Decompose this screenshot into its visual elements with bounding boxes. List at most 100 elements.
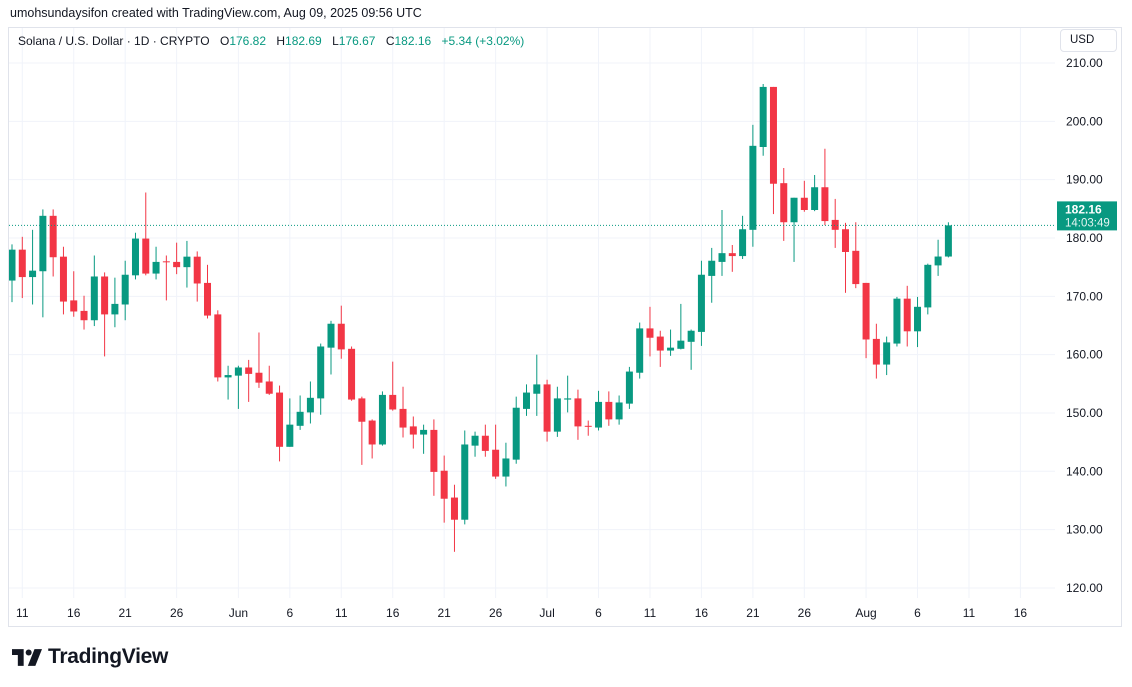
candle-up[interactable]: [615, 395, 623, 425]
candle-up[interactable]: [553, 386, 561, 437]
candle-down[interactable]: [780, 167, 788, 241]
candle-down[interactable]: [214, 310, 222, 382]
candle-down[interactable]: [337, 305, 345, 359]
candle-up[interactable]: [759, 83, 767, 156]
candle-up[interactable]: [183, 240, 191, 288]
candle-up[interactable]: [708, 247, 716, 303]
price-tick-label: 170.00: [1066, 289, 1103, 303]
candle-down[interactable]: [70, 271, 78, 317]
candle-down[interactable]: [265, 365, 273, 395]
candle-up[interactable]: [811, 174, 819, 212]
candle-up[interactable]: [533, 354, 541, 416]
candle-up[interactable]: [636, 322, 644, 379]
candle-down[interactable]: [584, 420, 592, 436]
candle-up[interactable]: [502, 442, 510, 487]
candle-down[interactable]: [348, 346, 356, 401]
candle-down[interactable]: [80, 295, 88, 330]
candle-down[interactable]: [358, 396, 366, 465]
candle-up[interactable]: [739, 215, 747, 259]
candle-up[interactable]: [317, 343, 325, 415]
candle-up[interactable]: [718, 209, 726, 276]
candle-down[interactable]: [255, 332, 263, 388]
candle-up[interactable]: [512, 396, 520, 464]
candle-up[interactable]: [378, 391, 386, 446]
candle-down[interactable]: [574, 389, 582, 440]
candle-down[interactable]: [852, 222, 860, 289]
candle-down[interactable]: [646, 306, 654, 357]
currency-button[interactable]: USD: [1060, 29, 1117, 52]
chart-pane[interactable]: [8, 27, 1122, 627]
candle-up[interactable]: [420, 424, 428, 454]
candle-up[interactable]: [461, 430, 469, 525]
candle-down[interactable]: [862, 282, 870, 359]
candle-up[interactable]: [944, 222, 952, 258]
candle-down[interactable]: [101, 272, 109, 357]
candle-down[interactable]: [440, 455, 448, 523]
candle-up[interactable]: [29, 229, 37, 305]
candle-down[interactable]: [656, 330, 664, 367]
candle-down[interactable]: [543, 379, 551, 442]
candle-down[interactable]: [841, 222, 849, 293]
candle-down[interactable]: [193, 251, 201, 302]
candle-down[interactable]: [872, 323, 880, 379]
candle-up[interactable]: [883, 336, 891, 376]
candle-down[interactable]: [492, 424, 500, 479]
candle-down[interactable]: [800, 180, 808, 212]
candle-down[interactable]: [204, 264, 212, 319]
candle-up[interactable]: [625, 366, 633, 409]
candle-down[interactable]: [831, 198, 839, 248]
candle-up[interactable]: [687, 329, 695, 370]
candle-up[interactable]: [914, 296, 922, 348]
candle-down[interactable]: [18, 236, 26, 299]
candle-up[interactable]: [934, 239, 942, 276]
candle-up[interactable]: [327, 320, 335, 375]
candle-up[interactable]: [471, 431, 479, 457]
candle-down[interactable]: [59, 246, 67, 315]
candle-up[interactable]: [131, 232, 139, 280]
candle-down[interactable]: [821, 148, 829, 226]
candle-up[interactable]: [523, 384, 530, 416]
candle-up[interactable]: [667, 329, 675, 356]
candle-up[interactable]: [677, 303, 685, 350]
candle-up[interactable]: [893, 296, 901, 347]
candle-down[interactable]: [903, 285, 911, 347]
candle-up[interactable]: [9, 244, 16, 303]
candle-down[interactable]: [605, 391, 613, 426]
candle-up[interactable]: [564, 375, 572, 413]
candle-down[interactable]: [49, 209, 57, 277]
candle-down[interactable]: [368, 419, 376, 459]
candle-body: [399, 408, 407, 428]
candle-up[interactable]: [595, 390, 603, 431]
candle-down[interactable]: [399, 386, 407, 438]
candle-down[interactable]: [450, 484, 458, 552]
candle-up[interactable]: [749, 124, 757, 247]
candle-up[interactable]: [697, 260, 705, 346]
candle-up[interactable]: [924, 263, 932, 315]
candle-up[interactable]: [39, 209, 47, 318]
candle-down[interactable]: [430, 419, 438, 496]
candle-up[interactable]: [152, 246, 160, 280]
candle-down[interactable]: [245, 359, 253, 402]
candle-down[interactable]: [276, 385, 284, 462]
candle-down[interactable]: [162, 255, 170, 301]
candle-down[interactable]: [769, 86, 777, 215]
price-axis[interactable]: 120.00 130.00 140.00 150.00 160.00 170.00 180.…: [1057, 56, 1117, 595]
candle-up[interactable]: [790, 197, 798, 262]
candle-up[interactable]: [296, 395, 304, 430]
candle-down[interactable]: [389, 361, 397, 411]
candle-down[interactable]: [481, 424, 489, 457]
candle-down[interactable]: [173, 242, 181, 275]
candle-up[interactable]: [111, 277, 119, 328]
candle-up[interactable]: [90, 255, 98, 327]
candle-up[interactable]: [234, 365, 242, 409]
candle-up[interactable]: [224, 365, 232, 400]
candle-down[interactable]: [409, 416, 417, 449]
candle-down[interactable]: [142, 192, 150, 276]
candle-down[interactable]: [728, 244, 736, 272]
time-axis[interactable]: 11 16 21 26 Jun 6 11 16 21 26 Jul 6 11 16 21 26 Aug 6 11 16: [16, 606, 1027, 620]
candle-up[interactable]: [286, 398, 294, 447]
candle-up[interactable]: [121, 260, 129, 321]
candle-up[interactable]: [306, 381, 314, 424]
tradingview-logo[interactable]: TradingView: [12, 645, 168, 669]
